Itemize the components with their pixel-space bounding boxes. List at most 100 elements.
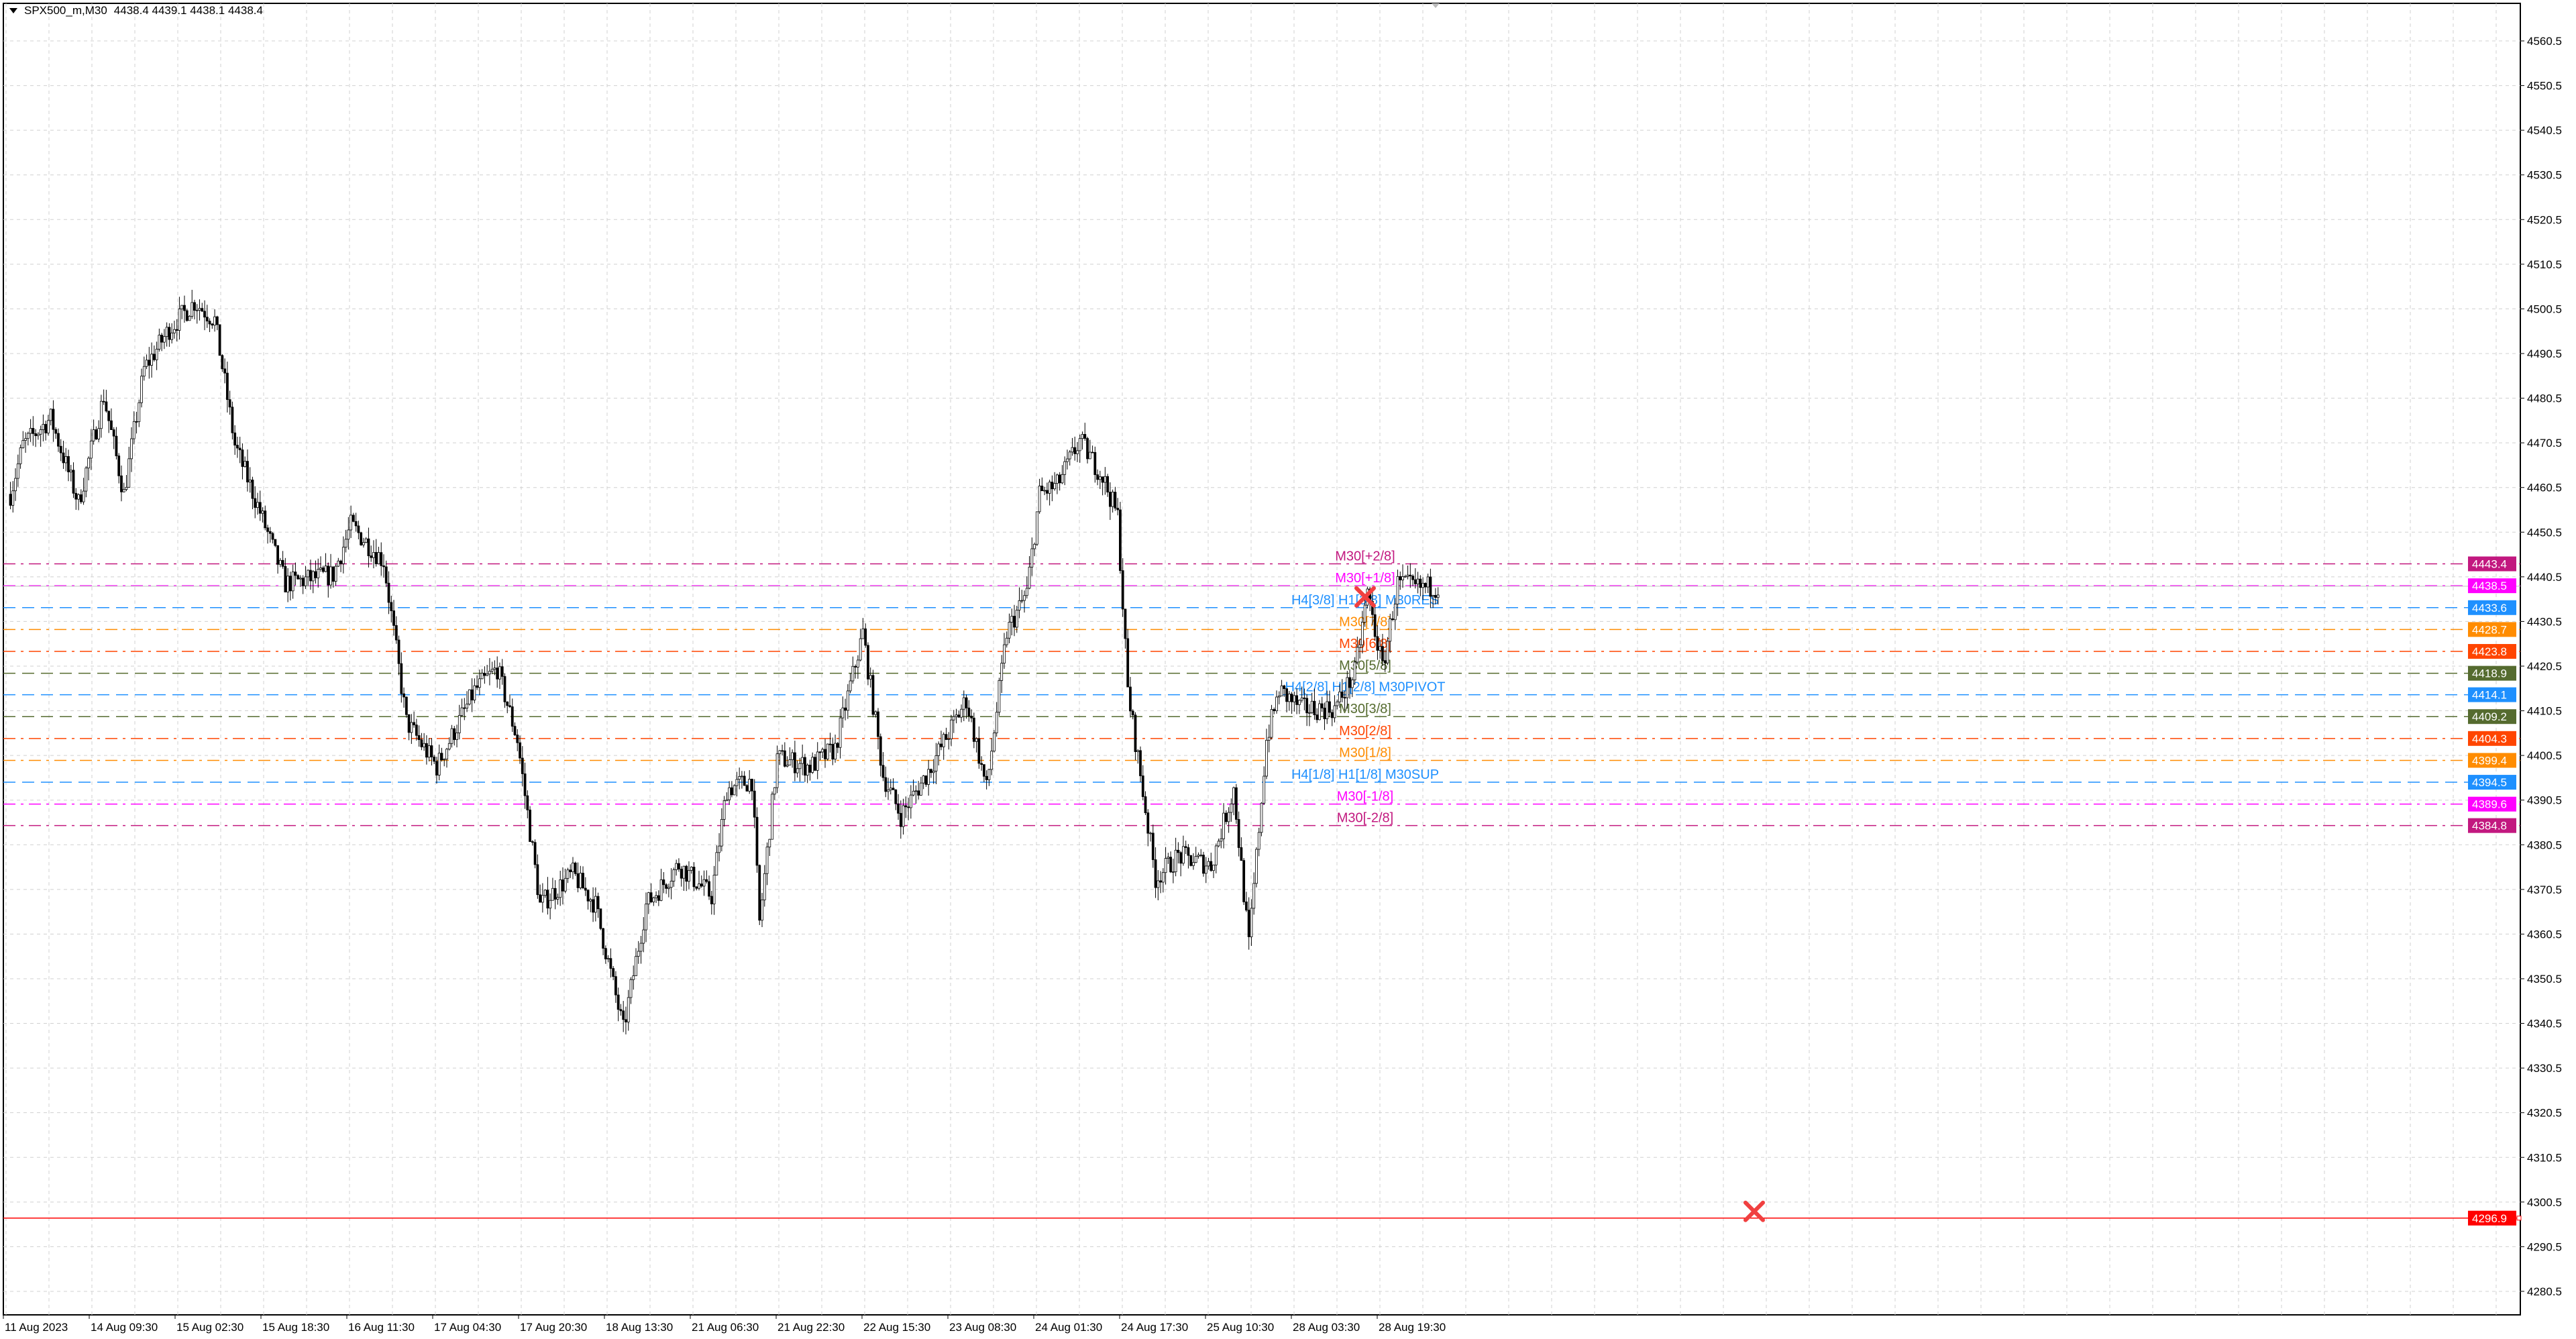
candle	[909, 785, 912, 819]
candle-body	[1373, 614, 1377, 637]
candle-body	[11, 490, 15, 506]
candle	[899, 800, 902, 839]
candle-body	[849, 680, 852, 692]
level-price-tag: 4423.8	[2472, 645, 2507, 658]
candle	[1053, 472, 1057, 491]
candle	[1066, 449, 1069, 470]
candle-body	[990, 751, 994, 770]
candle-body	[695, 886, 698, 889]
candle-body	[708, 881, 710, 897]
candle	[1333, 695, 1336, 722]
candle	[246, 449, 249, 492]
candle	[619, 1004, 623, 1016]
candle-body	[1111, 492, 1114, 507]
candle	[533, 839, 537, 869]
candle-body	[503, 676, 506, 702]
candle	[1260, 802, 1263, 837]
candle	[1308, 704, 1311, 727]
candle	[877, 708, 879, 749]
candle-body	[102, 400, 105, 403]
candle	[851, 656, 855, 684]
candle	[768, 839, 771, 856]
delete-x-icon[interactable]	[1354, 586, 1376, 608]
candle-body	[1290, 694, 1293, 702]
candle-body	[856, 659, 859, 667]
candle-body	[67, 456, 70, 472]
candle	[924, 775, 928, 788]
candle	[191, 290, 194, 319]
candle	[82, 478, 85, 505]
candle-body	[1386, 641, 1389, 663]
candle	[808, 759, 812, 781]
candle-body	[466, 704, 468, 709]
candle	[185, 309, 189, 322]
y-tick-label: 4360.5	[2527, 928, 2562, 941]
candle	[339, 559, 342, 572]
candle-body	[458, 715, 461, 733]
candle-body	[523, 773, 527, 796]
candle	[354, 513, 358, 532]
candle-body	[307, 570, 310, 578]
delete-x-icon[interactable]	[1743, 1200, 1765, 1222]
candle-body	[930, 769, 932, 773]
candle	[1058, 472, 1061, 491]
candle	[773, 787, 776, 800]
candle-body	[519, 742, 521, 759]
candle	[586, 889, 590, 910]
candle-body	[1305, 698, 1309, 714]
candle	[743, 771, 746, 786]
candle	[775, 745, 779, 794]
candle	[629, 977, 633, 1004]
candle-body	[201, 308, 204, 312]
candle	[804, 753, 806, 782]
candle	[821, 747, 824, 758]
candle	[798, 757, 802, 782]
candle	[1141, 765, 1144, 801]
candle-body	[299, 578, 302, 580]
candle	[1038, 478, 1041, 514]
candle-body	[556, 897, 559, 900]
candle	[1250, 899, 1253, 947]
candle	[1313, 688, 1316, 720]
candle-body	[427, 745, 431, 758]
candle-body	[1048, 482, 1051, 494]
candle	[1323, 702, 1326, 731]
x-tick-label: 17 Aug 04:30	[434, 1321, 501, 1334]
candle	[1157, 870, 1160, 901]
level-price-tag: 4404.3	[2472, 733, 2507, 745]
candle-body	[496, 667, 499, 680]
candle-body	[62, 452, 65, 464]
candle	[612, 966, 615, 981]
candle-body	[42, 424, 45, 430]
candle	[374, 539, 378, 567]
candle	[231, 401, 234, 440]
level-label: M30[1/8]	[1339, 745, 1391, 760]
candle	[616, 987, 620, 1022]
candle	[710, 890, 713, 915]
candle-body	[460, 707, 464, 716]
candle	[122, 482, 125, 492]
candle-body	[924, 775, 928, 785]
candle	[1104, 467, 1107, 495]
candle	[211, 323, 214, 329]
candle	[867, 642, 869, 686]
candle	[874, 710, 877, 718]
candle-body	[1104, 476, 1107, 483]
y-tick-label: 4450.5	[2527, 526, 2562, 539]
candle-body	[975, 738, 978, 742]
candle	[692, 862, 696, 892]
candle-body	[1436, 594, 1440, 598]
level-price-tag-bg	[2468, 796, 2516, 812]
candle	[1051, 475, 1054, 502]
candle-body	[690, 867, 693, 871]
candle	[1040, 477, 1044, 492]
candle-body	[1164, 858, 1167, 873]
collapse-triangle-icon[interactable]	[9, 8, 17, 13]
candle	[735, 771, 739, 797]
candle-body	[667, 887, 670, 889]
candle-body	[516, 735, 519, 743]
candle-body	[297, 575, 300, 580]
candle	[158, 328, 161, 352]
candle-body	[834, 743, 837, 760]
